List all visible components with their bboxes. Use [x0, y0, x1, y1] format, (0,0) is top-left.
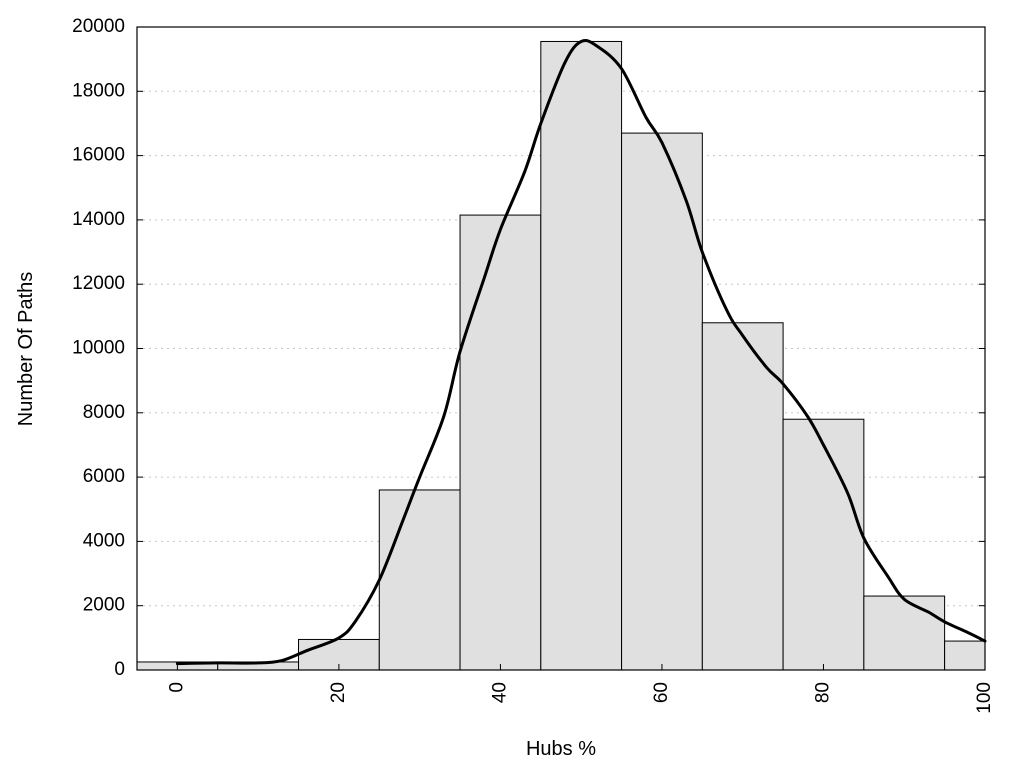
- density-curve: [175, 38, 987, 666]
- bar-40: [459, 214, 542, 671]
- y-tick-label-10000: 10000: [72, 338, 125, 359]
- x-tick-label-80: 80: [812, 682, 833, 703]
- bar-50: [540, 40, 623, 671]
- x-tick-label-100: 100: [974, 682, 995, 714]
- y-tick-label-12000: 12000: [72, 273, 125, 294]
- y-tick-label-6000: 6000: [83, 466, 125, 487]
- x-axis-title: Hubs %: [526, 738, 596, 760]
- y-tick-label-2000: 2000: [83, 595, 125, 616]
- y-tick-label-14000: 14000: [72, 209, 125, 230]
- bar-30: [378, 489, 461, 671]
- x-tick-label-20: 20: [328, 682, 349, 703]
- histogram-bars: [136, 40, 986, 671]
- bar-90: [863, 595, 946, 671]
- bar-70: [701, 322, 784, 671]
- x-tick-label-40: 40: [489, 682, 510, 703]
- y-tick-label-8000: 8000: [83, 402, 125, 423]
- x-tick-label-60: 60: [651, 682, 672, 703]
- x-axis-ticks: 0 20 40 60 80 100: [166, 664, 995, 714]
- y-axis-ticks: 0 2000 4000 6000 8000 10000 12000 14000 16000 180…: [72, 16, 985, 680]
- y-tick-label-18000: 18000: [72, 80, 125, 101]
- y-tick-label-0: 0: [114, 659, 125, 680]
- y-tick-label-4000: 4000: [83, 530, 125, 551]
- bar-100: [944, 640, 986, 671]
- y-tick-label-20000: 20000: [72, 16, 125, 37]
- density-curve-layer: [175, 38, 987, 666]
- x-tick-label-0: 0: [166, 682, 187, 693]
- bar-80: [782, 418, 865, 671]
- y-axis-title: Number Of Paths: [15, 272, 37, 427]
- y-tick-label-16000: 16000: [72, 145, 125, 166]
